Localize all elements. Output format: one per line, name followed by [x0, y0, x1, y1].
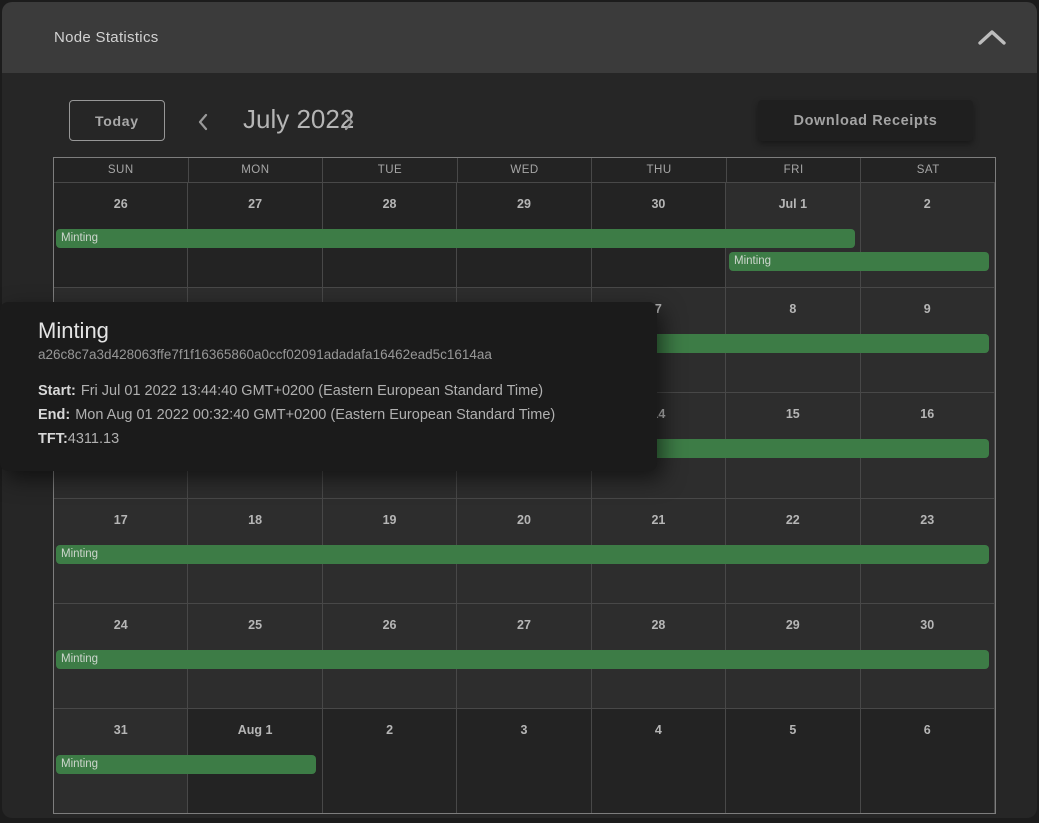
- day-cell[interactable]: 2: [860, 183, 995, 288]
- tooltip-end-line: End: Mon Aug 01 2022 00:32:40 GMT+0200 (E…: [38, 403, 631, 427]
- tooltip-title: Minting: [38, 318, 109, 343]
- tooltip-start-line: Start: Fri Jul 01 2022 13:44:40 GMT+0200 …: [38, 379, 631, 403]
- date-label: 20: [517, 512, 531, 527]
- date-label: 15: [785, 407, 800, 422]
- date-label: 29: [785, 617, 800, 632]
- next-month-button[interactable]: [341, 111, 357, 133]
- tooltip-start-label: Start:: [38, 383, 76, 399]
- week-row-4: 17 18 19 20 21 22 23 Minting: [54, 497, 995, 603]
- date-label: Jul 1: [778, 197, 808, 211]
- minting-event-bar[interactable]: Minting: [56, 754, 316, 774]
- panel-title: Node Statistics: [54, 29, 159, 46]
- date-label: 4: [654, 722, 662, 737]
- date-label: 30: [651, 197, 666, 211]
- date-label: 9: [923, 302, 931, 317]
- day-of-week-header: SUN MON TUE WED THU FRI SAT: [54, 158, 995, 182]
- minting-event-bar[interactable]: Minting: [56, 229, 855, 248]
- day-cell[interactable]: 6: [860, 708, 995, 814]
- dow-wed: WED: [458, 158, 593, 182]
- date-label: 19: [382, 512, 397, 527]
- prev-month-button[interactable]: [195, 111, 211, 133]
- calendar-grid: SUN MON TUE WED THU FRI SAT 26 27 28 29 …: [53, 157, 996, 814]
- date-label: 24: [113, 617, 128, 632]
- tooltip-tft-line: TFT:4311.13: [38, 427, 631, 451]
- chevron-up-icon: [978, 30, 1006, 45]
- date-label: 18: [248, 512, 263, 527]
- minting-event-bar[interactable]: Minting: [729, 252, 989, 271]
- date-label: 22: [785, 512, 800, 527]
- tooltip-end-value: Mon Aug 01 2022 00:32:40 GMT+0200 (Easte…: [75, 407, 556, 423]
- date-label: 27: [517, 617, 531, 632]
- date-label: 30: [920, 617, 935, 632]
- panel-header: Node Statistics: [2, 2, 1037, 73]
- date-label: 27: [248, 197, 263, 211]
- tooltip-start-value: Fri Jul 01 2022 13:44:40 GMT+0200 (Easte…: [80, 383, 544, 399]
- tooltip-tft-label: TFT:: [38, 431, 68, 447]
- date-label: 26: [113, 197, 128, 211]
- dow-sat: SAT: [916, 164, 940, 176]
- minting-event-bar[interactable]: Minting: [56, 649, 989, 669]
- date-label: 16: [920, 407, 935, 422]
- date-label: 29: [517, 197, 531, 211]
- tooltip-tft-value: 4311.13: [67, 431, 120, 447]
- dow-tue: TUE: [323, 158, 458, 182]
- date-label: 6: [923, 722, 931, 737]
- date-label: 25: [248, 617, 263, 632]
- date-label: 23: [920, 512, 935, 527]
- minting-event-bar[interactable]: Minting: [56, 544, 989, 564]
- date-label: 21: [651, 512, 666, 527]
- dow-mon: MON: [189, 158, 324, 182]
- week-row-5: 24 25 26 27 28 29 30 Minting: [54, 602, 995, 708]
- date-label: 17: [113, 512, 128, 527]
- collapse-button[interactable]: [973, 25, 1011, 50]
- date-label: 26: [382, 617, 397, 632]
- date-label: 8: [789, 302, 797, 317]
- chevron-right-icon: [344, 113, 354, 131]
- dow-fri: FRI: [727, 158, 862, 182]
- date-label: 7: [654, 302, 662, 317]
- date-label: 5: [789, 722, 797, 737]
- dow-thu: THU: [592, 158, 727, 182]
- calendar-month-title: July 2022: [243, 104, 355, 134]
- date-label: 3: [520, 722, 528, 737]
- tooltip-hash: a26c8c7a3d428063ffe7f1f16365860a0ccf0209…: [38, 347, 492, 362]
- date-label: Aug 1: [237, 722, 273, 737]
- day-cell[interactable]: 4: [591, 708, 727, 814]
- dow-sun: SUN: [54, 158, 189, 182]
- day-cell[interactable]: 2: [322, 708, 458, 814]
- tooltip-end-label: End:: [38, 407, 71, 423]
- today-button[interactable]: Today: [69, 100, 165, 141]
- week-row-1: 26 27 28 29 30 Jul 1 2 Minting Minting: [54, 182, 995, 288]
- date-label: 28: [382, 197, 397, 211]
- date-label: 31: [113, 722, 128, 737]
- download-receipts-button[interactable]: Download Receipts: [758, 100, 973, 141]
- date-label: 28: [651, 617, 666, 632]
- event-tooltip: Minting a26c8c7a3d428063ffe7f1f16365860a…: [0, 302, 657, 471]
- date-label: 2: [386, 722, 394, 737]
- date-label: 2: [923, 197, 931, 211]
- chevron-left-icon: [198, 113, 208, 131]
- week-row-6: 31 Aug 1 2 3 4 5 6 Minting: [54, 707, 995, 814]
- day-cell[interactable]: 5: [726, 708, 861, 814]
- day-cell[interactable]: 3: [457, 708, 592, 814]
